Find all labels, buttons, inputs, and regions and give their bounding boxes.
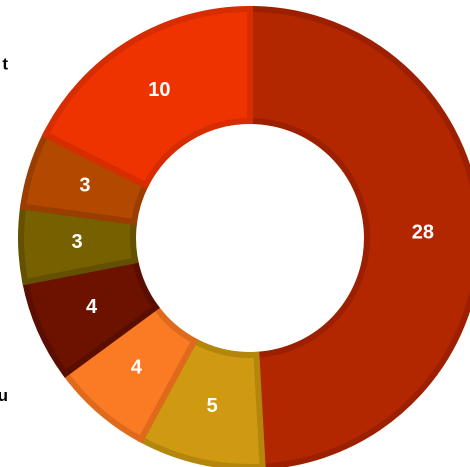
donut-segment (247, 5, 470, 467)
category-label: t du (0, 386, 8, 405)
value-label: 4 (86, 296, 98, 318)
value-label: 28 (412, 222, 434, 244)
value-label: 10 (148, 79, 170, 101)
value-label: 3 (79, 175, 90, 197)
value-label: 3 (72, 231, 83, 253)
value-label: 5 (207, 395, 218, 417)
category-label: t (2, 54, 8, 73)
value-label: 4 (131, 357, 143, 379)
donut-segment (41, 5, 253, 190)
